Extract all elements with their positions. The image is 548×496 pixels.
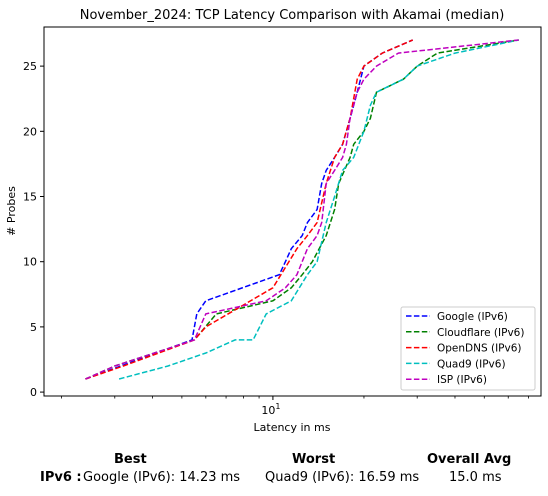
y-tick-label: 20 [23, 125, 37, 138]
legend-label: Cloudflare (IPv6) [437, 327, 524, 339]
y-tick-label: 0 [30, 386, 37, 399]
series-line-1 [85, 39, 519, 380]
series-line-2 [85, 39, 413, 380]
y-tick-label: 15 [23, 191, 37, 204]
x-axis-ticks: 101 [61, 396, 529, 417]
series-line-4 [85, 39, 519, 380]
series-line-3 [118, 39, 519, 380]
y-tick-label: 5 [30, 321, 37, 334]
worst-value: Quad9 (IPv6): 16.59 ms [265, 470, 420, 485]
row-label: IPv6 : [40, 470, 82, 485]
best-header: Best [114, 452, 147, 467]
summary-table: Best Worst Overall Avg IPv6 : Google (IP… [0, 448, 548, 496]
best-value: Google (IPv6): 14.23 ms [83, 470, 241, 485]
latency-chart: November_2024: TCP Latency Comparison wi… [5, 8, 542, 434]
legend-items: Google (IPv6) Cloudflare (IPv6) OpenDNS (I… [406, 311, 524, 386]
y-axis-label: # Probes [5, 186, 18, 236]
overall-avg-header: Overall Avg [427, 452, 512, 467]
y-tick-label: 10 [23, 256, 37, 269]
legend-label: ISP (IPv6) [437, 374, 487, 386]
series-layer [85, 39, 519, 380]
x-axis-label: Latency in ms [254, 421, 331, 434]
y-tick-label: 25 [23, 60, 37, 73]
chart-title: November_2024: TCP Latency Comparison wi… [80, 8, 505, 23]
legend-label: OpenDNS (IPv6) [437, 343, 522, 355]
plot-area-frame [43, 26, 542, 397]
legend-label: Google (IPv6) [437, 311, 508, 323]
x-tick-label: 101 [261, 402, 280, 417]
legend-box [400, 306, 536, 391]
legend-label: Quad9 (IPv6) [437, 358, 506, 370]
legend: Google (IPv6) Cloudflare (IPv6) OpenDNS (I… [400, 306, 536, 391]
worst-header: Worst [292, 452, 336, 467]
series-line-0 [85, 39, 413, 380]
y-axis-ticks: 0 5 10 15 20 25 [23, 60, 44, 399]
overall-avg-value: 15.0 ms [449, 470, 502, 485]
